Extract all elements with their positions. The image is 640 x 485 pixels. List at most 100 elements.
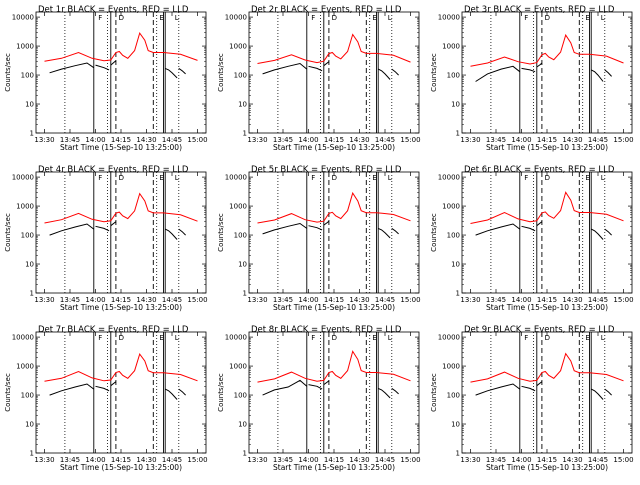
y-tick-label: 100: [234, 72, 247, 80]
x-tick-label: 14:00: [85, 296, 105, 304]
chart-panel: F D E L 1 10 100 1000 10000 13:30 13:45 14:00 14:15 1…: [430, 5, 634, 152]
x-tick-label: 14:00: [511, 456, 531, 464]
marker-letter: F: [524, 14, 528, 22]
x-axis-label: Start Time (15-Sep-10 13:25:00): [486, 143, 608, 152]
lld-series-line: [257, 33, 411, 64]
x-tick-label: 14:45: [375, 136, 395, 144]
x-tick-label: 15:00: [613, 296, 633, 304]
events-series-line: [178, 388, 186, 396]
x-tick-label: 14:15: [537, 136, 557, 144]
y-axis-label: Counts/sec: [430, 213, 438, 252]
events-series-line: [164, 228, 178, 240]
lld-series-line: [44, 31, 198, 62]
events-series-line: [521, 225, 536, 232]
y-tick-label: 100: [447, 232, 460, 240]
y-tick-label: 10: [25, 261, 34, 269]
plot-frame: [248, 171, 420, 294]
events-series-line: [178, 228, 186, 236]
lld-series-line: [44, 192, 198, 224]
lld-series-line: [44, 353, 198, 382]
x-axis-label: Start Time (15-Sep-10 13:25:00): [273, 463, 395, 472]
y-tick-label: 1000: [229, 43, 247, 51]
events-series-line: [95, 225, 110, 232]
panel-title: Det 1r BLACK = Events, RED = LLD: [38, 5, 189, 15]
x-axis-label: Start Time (15-Sep-10 13:25:00): [273, 303, 395, 312]
events-series-line: [49, 62, 95, 74]
marker-letter: E: [372, 334, 376, 342]
y-axis-label: Counts/sec: [217, 373, 225, 412]
y-tick-label: 100: [21, 392, 34, 400]
y-tick-label: 10: [25, 101, 34, 109]
y-tick-label: 10000: [12, 174, 34, 182]
y-tick-label: 10: [238, 421, 247, 429]
marker-letter: F: [524, 174, 528, 182]
events-series-line: [262, 379, 308, 396]
marker-letter: D: [332, 174, 337, 182]
x-tick-label: 14:45: [588, 456, 608, 464]
events-series-line: [95, 64, 110, 71]
x-tick-label: 14:30: [349, 296, 369, 304]
y-tick-label: 10: [238, 261, 247, 269]
chart-panel: F D E L 1 10 100 1000 10000 13:30 13:45 14:00 14:15 1…: [430, 325, 634, 472]
events-series-line: [178, 67, 186, 75]
x-tick-label: 14:15: [111, 456, 131, 464]
marker-letter: L: [388, 14, 392, 22]
y-tick-label: 1000: [442, 363, 460, 371]
x-tick-label: 13:30: [460, 296, 480, 304]
events-series-line: [391, 227, 399, 235]
events-series-line: [377, 387, 391, 399]
chart-panel: F D E L 1 10 100 1000 10000 13:30 13:45 14:00 14:15 1…: [4, 5, 208, 152]
marker-letter: L: [388, 334, 392, 342]
y-tick-label: 100: [21, 232, 34, 240]
events-series-line: [377, 68, 391, 80]
y-tick-label: 1: [30, 130, 34, 138]
x-tick-label: 13:45: [273, 296, 293, 304]
y-tick-label: 10: [238, 101, 247, 109]
y-tick-label: 1000: [442, 203, 460, 211]
x-tick-label: 14:30: [562, 296, 582, 304]
events-series-line: [536, 221, 543, 227]
x-tick-label: 14:45: [375, 456, 395, 464]
y-tick-label: 10000: [438, 14, 460, 22]
marker-letter: D: [119, 174, 124, 182]
x-tick-label: 15:00: [400, 296, 420, 304]
plot-frame: [461, 331, 633, 454]
marker-letter: L: [175, 334, 179, 342]
chart-panel: F D E L 1 10 100 1000 10000 13:30 13:45 14:00 14:15 1…: [217, 5, 421, 152]
marker-letter: E: [372, 174, 376, 182]
events-series-line: [308, 225, 323, 231]
x-tick-label: 14:00: [85, 456, 105, 464]
x-tick-label: 14:00: [511, 296, 531, 304]
marker-letter: F: [98, 334, 102, 342]
marker-letter: E: [585, 174, 589, 182]
marker-letter: E: [159, 14, 163, 22]
x-tick-label: 13:30: [247, 456, 267, 464]
y-axis-label: Counts/sec: [217, 53, 225, 92]
events-series-line: [308, 384, 323, 390]
x-tick-label: 14:00: [298, 296, 318, 304]
plot-frame: [35, 11, 207, 134]
x-tick-label: 14:45: [162, 136, 182, 144]
events-series-line: [536, 62, 543, 68]
x-axis-label: Start Time (15-Sep-10 13:25:00): [60, 143, 182, 152]
panel-title: Det 9r BLACK = Events, RED = LLD: [464, 325, 615, 335]
marker-letter: E: [159, 174, 163, 182]
x-tick-label: 13:30: [247, 296, 267, 304]
marker-letter: D: [545, 334, 550, 342]
x-axis-label: Start Time (15-Sep-10 13:25:00): [60, 303, 182, 312]
x-tick-label: 13:45: [60, 456, 80, 464]
x-tick-label: 13:30: [460, 136, 480, 144]
events-series-line: [110, 60, 117, 66]
events-series-line: [391, 387, 399, 395]
y-axis-label: Counts/sec: [4, 53, 12, 92]
x-tick-label: 14:15: [111, 136, 131, 144]
x-tick-label: 15:00: [187, 296, 207, 304]
y-tick-label: 1: [456, 130, 460, 138]
y-tick-label: 10000: [12, 334, 34, 342]
panel-title: Det 6r BLACK = Events, RED = LLD: [464, 165, 615, 175]
y-tick-label: 100: [447, 72, 460, 80]
chart-panel: F D E L 1 10 100 1000 10000 13:30 13:45 14:00 14:15 1…: [4, 165, 208, 312]
lld-series-line: [470, 352, 624, 383]
events-series-line: [590, 69, 604, 82]
